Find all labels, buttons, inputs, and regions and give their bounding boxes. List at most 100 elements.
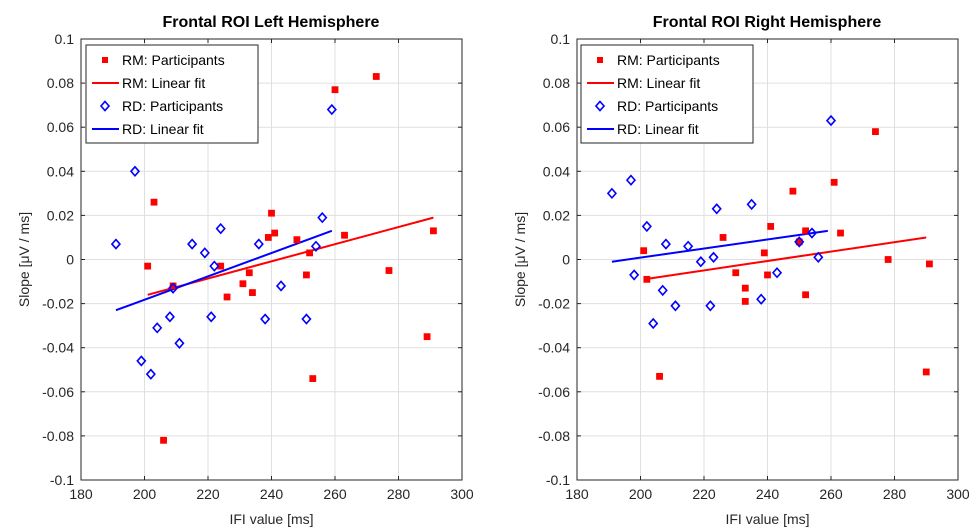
data-point (670, 300, 681, 312)
chart-title: Frontal ROI Left Hemisphere (163, 14, 380, 31)
data-point (756, 293, 767, 305)
data-point (711, 203, 722, 215)
data-point (643, 275, 651, 283)
y-axis-label: Slope [μV / ms] (512, 212, 528, 307)
y-tick-label: -0.06 (42, 384, 74, 400)
data-point (309, 375, 317, 382)
data-point (657, 284, 668, 297)
data-point (872, 128, 879, 136)
legend-diamond-swatch (99, 100, 111, 112)
y-tick-label: 0.02 (543, 207, 570, 223)
data-point (764, 271, 771, 279)
x-tick-label: 260 (323, 486, 347, 502)
data-point (144, 262, 152, 270)
data-point (239, 280, 247, 288)
data-point (206, 311, 217, 323)
y-tick-label: 0.06 (543, 119, 570, 135)
data-point (741, 284, 749, 292)
x-tick-label: 220 (692, 486, 716, 502)
fit-line (115, 229, 333, 312)
data-point (806, 227, 818, 239)
data-point (660, 238, 671, 250)
data-point (245, 269, 253, 277)
y-tick-label: -0.04 (42, 340, 74, 356)
data-point (695, 256, 706, 268)
data-point (317, 211, 328, 224)
data-point (708, 251, 719, 263)
legend-label: RD: Participants (122, 98, 223, 114)
data-point (341, 231, 348, 239)
data-point (268, 209, 275, 217)
data-point (264, 234, 272, 241)
data-point (732, 269, 740, 277)
x-tick-label: 260 (819, 486, 843, 502)
data-point (209, 260, 220, 272)
y-tick-label: -0.02 (42, 296, 74, 312)
x-tick-label: 180 (565, 486, 589, 502)
y-tick-label: -0.06 (538, 384, 570, 400)
legend-label: RD: Linear fit (617, 121, 699, 137)
y-tick-label: 0.06 (47, 119, 74, 135)
data-point (293, 236, 301, 244)
data-point (303, 271, 310, 279)
data-point (215, 222, 226, 235)
fit-line (643, 236, 927, 281)
data-point (767, 223, 775, 230)
x-tick-label: 200 (629, 486, 653, 502)
data-point (656, 372, 663, 380)
data-point (884, 256, 892, 263)
data-point (249, 289, 256, 296)
legend-diamond-swatch (594, 100, 606, 112)
data-point (629, 269, 640, 281)
legend-label: RM: Linear fit (617, 75, 700, 91)
data-point (160, 436, 167, 444)
data-point (164, 311, 175, 323)
data-point (385, 267, 393, 274)
data-point (719, 234, 727, 241)
y-tick-label: 0.08 (543, 75, 570, 91)
data-point (223, 293, 231, 301)
x-tick-label: 280 (387, 486, 411, 502)
data-point (741, 297, 749, 305)
data-point (705, 300, 716, 312)
legend: RM: Participants RM: Linear fit RD: Partic… (580, 44, 754, 144)
x-tick-label: 220 (196, 486, 220, 502)
y-tick-label: 0.08 (47, 75, 74, 91)
x-tick-label: 280 (883, 486, 907, 502)
data-point (794, 236, 805, 248)
legend-label: RM: Participants (122, 52, 225, 68)
data-point (625, 174, 637, 186)
fit-line (611, 229, 828, 263)
data-point (310, 240, 322, 252)
chart-title: Frontal ROI Right Hemisphere (653, 14, 882, 31)
x-tick-label: 180 (69, 486, 93, 502)
data-point (260, 313, 271, 325)
y-tick-label: -0.04 (538, 340, 570, 356)
data-point (771, 267, 783, 279)
data-point (174, 337, 185, 349)
panel-left-hemisphere: 180 200 220 240 260 280 300 -0.1 -0.08 -0.06 -0.04… (16, 14, 474, 527)
y-tick-label: -0.08 (42, 428, 74, 444)
y-tick-label: -0.08 (538, 428, 570, 444)
y-tick-label: -0.02 (538, 296, 570, 312)
data-point (326, 103, 337, 116)
data-point (813, 251, 824, 263)
data-point (802, 227, 809, 235)
x-tick-label: 300 (450, 486, 474, 502)
data-point (648, 317, 659, 330)
y-tick-label: 0 (66, 252, 74, 268)
y-axis-label: Slope [μV / ms] (16, 212, 32, 307)
data-point (150, 198, 158, 206)
data-point (830, 178, 838, 186)
data-point (825, 114, 837, 127)
data-point (926, 260, 933, 268)
legend-label: RM: Participants (617, 52, 720, 68)
legend-box (85, 44, 259, 144)
data-point (746, 198, 757, 211)
y-tick-label: -0.1 (546, 472, 570, 488)
data-point (301, 313, 312, 325)
legend-label: RD: Participants (617, 98, 718, 114)
data-point (606, 187, 617, 200)
data-point (423, 333, 431, 341)
